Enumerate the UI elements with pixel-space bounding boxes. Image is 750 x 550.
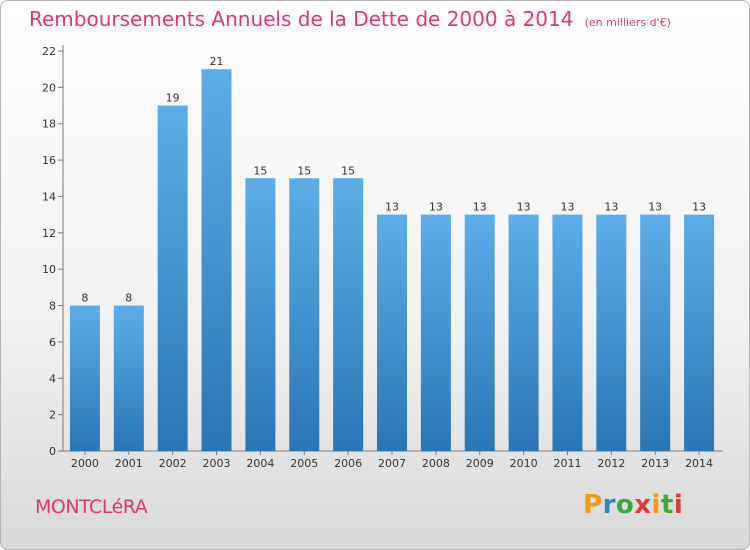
- bar-2011: [552, 214, 583, 451]
- chart-title-main: Remboursements Annuels de la Dette de 20…: [29, 7, 574, 31]
- bar-2004: [245, 178, 276, 452]
- data-label-2007: 13: [385, 201, 399, 214]
- commune-name: MONTCLéRA: [35, 496, 148, 518]
- bar-2003: [201, 69, 232, 451]
- x-tick-label: 2013: [641, 457, 669, 470]
- x-tick-label: 2010: [510, 457, 538, 470]
- y-tick-label: 10: [42, 263, 56, 276]
- chart-title: Remboursements Annuels de la Dette de 20…: [29, 7, 671, 31]
- bar-chart: 0 2 4 6 8 10 12 14 16 18 20 22 2000 2001 2002 2003 2004…: [42, 45, 723, 470]
- y-tick-label: 4: [49, 372, 56, 385]
- y-tick-label: 18: [42, 118, 56, 131]
- x-tick-label: 2001: [115, 457, 143, 470]
- x-tick-label: 2007: [378, 457, 406, 470]
- data-label-2001: 8: [125, 292, 132, 305]
- data-label-2011: 13: [560, 201, 574, 214]
- data-label-2014: 13: [692, 201, 706, 214]
- bar-2002: [157, 105, 188, 451]
- logo-letter: x: [634, 490, 652, 520]
- x-axis: 2000 2001 2002 2003 2004 2005 2006 2007 2008 2009…: [63, 450, 723, 470]
- bar-2007: [377, 214, 407, 451]
- data-label-2012: 13: [604, 201, 618, 214]
- logo-letter: r: [602, 490, 616, 520]
- logo-letter: t: [660, 490, 674, 520]
- y-tick-label: 8: [49, 300, 56, 313]
- data-label-2008: 13: [429, 201, 443, 214]
- bar-2012: [596, 214, 627, 451]
- logo-letter: i: [651, 490, 661, 520]
- x-tick-label: 2014: [685, 457, 713, 470]
- bar-2000: [69, 305, 100, 451]
- data-label-2004: 15: [253, 164, 267, 177]
- bar-2014: [684, 214, 715, 451]
- bar-2001: [113, 305, 144, 451]
- data-label-2010: 13: [517, 201, 531, 214]
- logo-letter: P: [583, 490, 603, 520]
- bar-2008: [420, 214, 451, 451]
- chart-title-unit: (en milliers d'€): [584, 16, 671, 29]
- x-tick-label: 2006: [334, 457, 362, 470]
- proxiti-logo: Proxiti: [583, 490, 683, 520]
- bar-2013: [640, 214, 671, 451]
- logo-letter: o: [615, 490, 635, 520]
- y-tick-label: 12: [42, 227, 56, 240]
- data-label-2002: 19: [166, 92, 180, 105]
- x-tick-label: 2000: [71, 457, 99, 470]
- x-tick-label: 2003: [203, 457, 231, 470]
- y-tick-label: 16: [42, 154, 56, 167]
- y-tick-label: 22: [42, 45, 56, 58]
- data-label-2009: 13: [473, 201, 487, 214]
- x-tick-label: 2009: [466, 457, 494, 470]
- data-label-2000: 8: [81, 292, 88, 305]
- bar-2005: [289, 178, 320, 452]
- x-tick-label: 2008: [422, 457, 450, 470]
- x-tick-label: 2005: [290, 457, 318, 470]
- data-label-2005: 15: [297, 164, 311, 177]
- data-label-2003: 21: [210, 55, 224, 68]
- y-axis: 0 2 4 6 8 10 12 14 16 18 20 22: [42, 45, 64, 458]
- x-tick-label: 2011: [553, 457, 581, 470]
- x-tick-label: 2002: [159, 457, 187, 470]
- x-tick-label: 2004: [246, 457, 274, 470]
- data-label-2013: 13: [648, 201, 662, 214]
- y-tick-label: 2: [49, 409, 56, 422]
- x-tick-label: 2012: [597, 457, 625, 470]
- y-tick-label: 20: [42, 81, 56, 94]
- bar-2006: [333, 178, 364, 452]
- data-labels: 8 8 19 21 15 15 15 13 13 13 13 13 13 13 13: [81, 55, 706, 304]
- y-tick-label: 0: [49, 445, 56, 458]
- logo-letter: i: [673, 490, 684, 520]
- bar-2010: [508, 214, 539, 451]
- y-tick-label: 14: [42, 190, 56, 203]
- y-tick-label: 6: [49, 336, 56, 349]
- bar-series: [69, 69, 715, 452]
- data-label-2006: 15: [341, 164, 355, 177]
- bar-2009: [464, 214, 495, 451]
